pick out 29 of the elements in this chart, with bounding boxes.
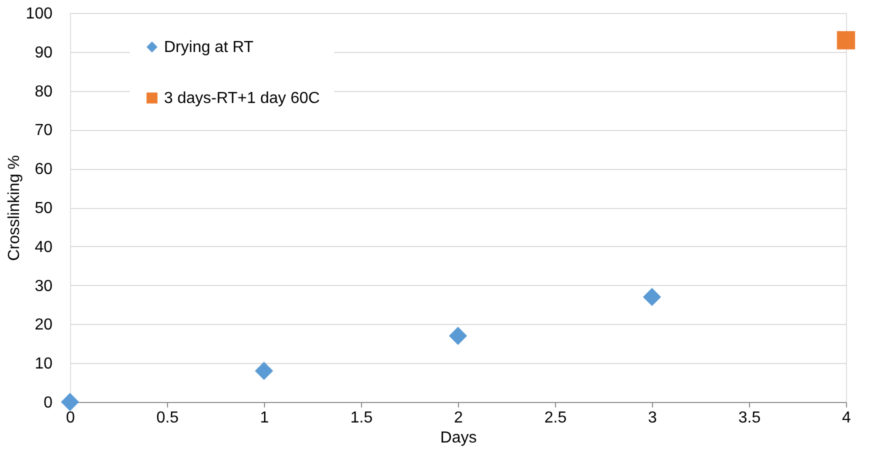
legend-label: 3 days-RT+1 day 60C <box>164 90 320 107</box>
x-tick-label: 0.5 <box>156 410 179 426</box>
y-tick-label: 90 <box>34 44 53 62</box>
y-tick-label: 100 <box>26 6 53 22</box>
y-tick-label: 80 <box>34 83 53 100</box>
x-tick-label: 2 <box>454 410 464 426</box>
y-tick-label: 30 <box>34 278 53 295</box>
x-tick-label: 1.5 <box>350 410 373 426</box>
point <box>448 326 468 345</box>
y-tick-label: 20 <box>34 316 53 334</box>
y-tick-label: 60 <box>34 161 53 178</box>
y-tick-label: 50 <box>34 200 53 217</box>
y-tick-label: 10 <box>34 356 53 373</box>
y-tick-label: 70 <box>34 122 53 140</box>
x-tick-label: 1 <box>260 410 270 426</box>
x-axis-title: Days <box>440 430 477 446</box>
point <box>254 362 274 380</box>
x-tick-label: 4 <box>842 410 852 426</box>
y-axis-title: Crosslinking % <box>6 155 23 261</box>
y-tick-label: 40 <box>34 238 53 256</box>
y-tick-label: 0 <box>44 394 53 412</box>
legend-label: Drying at RT <box>164 39 254 56</box>
point <box>642 288 662 306</box>
x-tick-label: 0 <box>66 410 76 426</box>
point <box>836 31 856 50</box>
x-tick-label: 2.5 <box>544 410 567 426</box>
point <box>60 392 80 412</box>
x-tick-label: 3.5 <box>738 410 761 426</box>
x-tick-label: 3 <box>648 410 658 426</box>
